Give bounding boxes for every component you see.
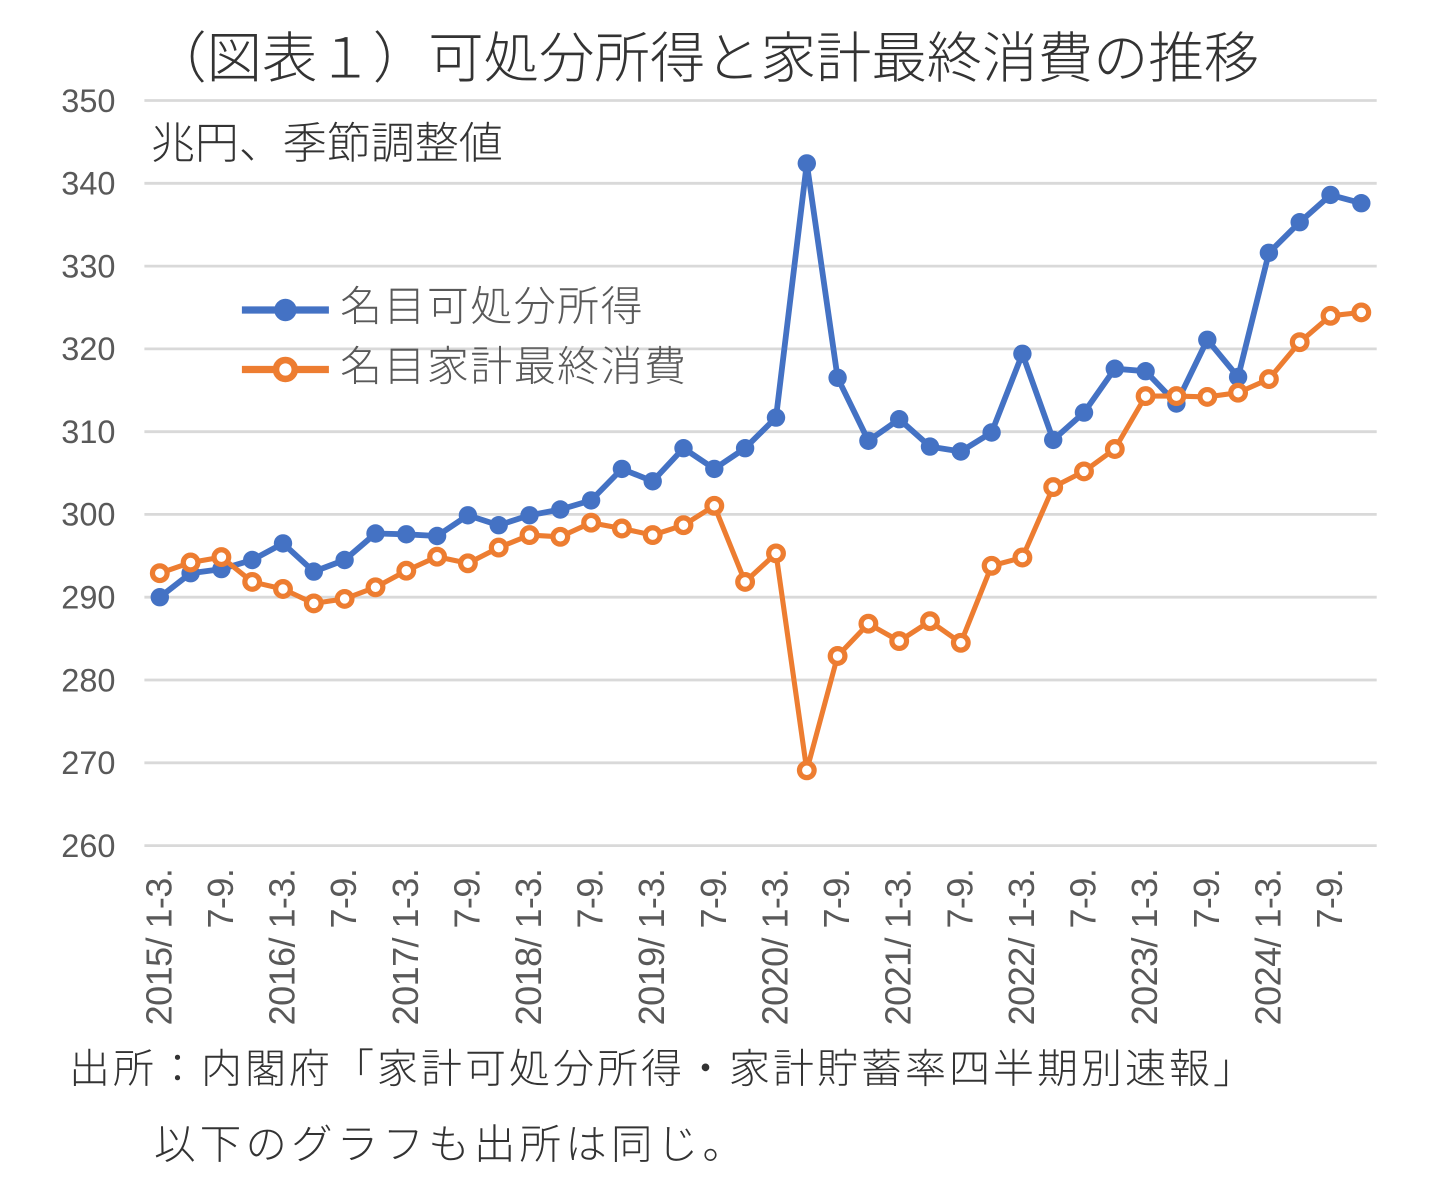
svg-text:310: 310 (61, 414, 115, 450)
svg-text:7-9.: 7-9. (570, 869, 611, 929)
svg-text:7-9.: 7-9. (1309, 869, 1350, 929)
svg-text:280: 280 (61, 662, 115, 698)
svg-text:330: 330 (61, 248, 115, 284)
svg-text:2017/ 1-3.: 2017/ 1-3. (385, 869, 426, 1026)
svg-text:7-9.: 7-9. (323, 869, 364, 929)
svg-text:290: 290 (61, 580, 115, 616)
svg-text:340: 340 (61, 166, 115, 202)
svg-text:350: 350 (61, 83, 115, 119)
svg-text:270: 270 (61, 745, 115, 781)
svg-text:320: 320 (61, 331, 115, 367)
svg-text:7-9.: 7-9. (1186, 869, 1227, 929)
svg-text:2019/ 1-3.: 2019/ 1-3. (631, 869, 672, 1026)
svg-text:2016/ 1-3.: 2016/ 1-3. (262, 869, 303, 1026)
svg-text:2020/ 1-3.: 2020/ 1-3. (755, 869, 796, 1026)
svg-text:7-9.: 7-9. (446, 869, 487, 929)
svg-text:2015/ 1-3.: 2015/ 1-3. (138, 869, 179, 1026)
svg-text:7-9.: 7-9. (1063, 869, 1104, 929)
svg-text:7-9.: 7-9. (200, 869, 241, 929)
svg-text:300: 300 (61, 497, 115, 533)
svg-text:2021/ 1-3.: 2021/ 1-3. (878, 869, 919, 1026)
svg-text:7-9.: 7-9. (693, 869, 734, 929)
svg-text:2024/ 1-3.: 2024/ 1-3. (1247, 869, 1288, 1026)
svg-text:7-9.: 7-9. (939, 869, 980, 929)
svg-text:2018/ 1-3.: 2018/ 1-3. (508, 869, 549, 1026)
svg-text:260: 260 (61, 828, 115, 864)
svg-text:2022/ 1-3.: 2022/ 1-3. (1001, 869, 1042, 1026)
svg-text:7-9.: 7-9. (816, 869, 857, 929)
svg-text:2023/ 1-3.: 2023/ 1-3. (1124, 869, 1165, 1026)
